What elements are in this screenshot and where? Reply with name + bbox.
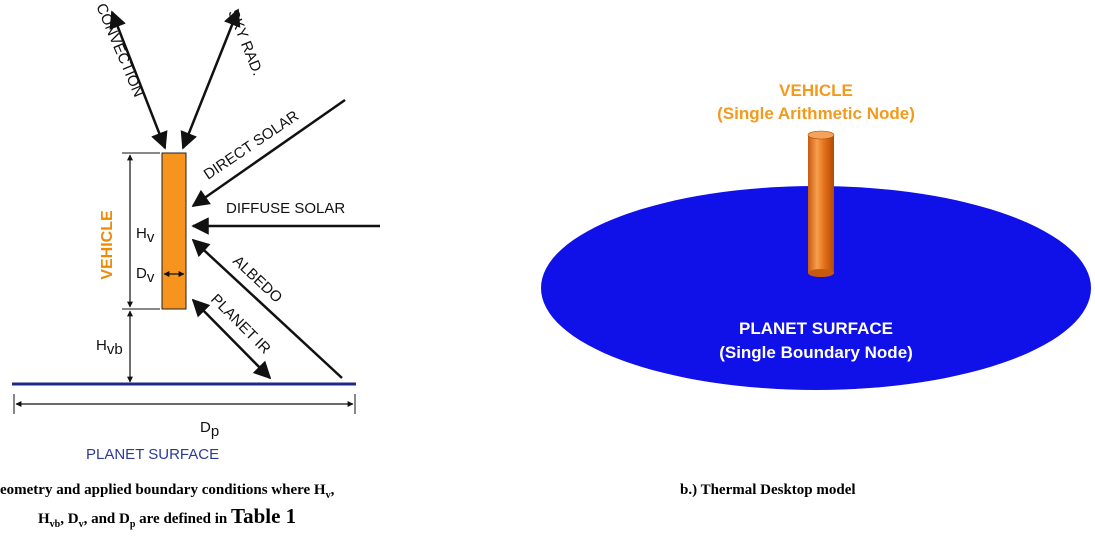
model-vehicle-subtitle: (Single Arithmetic Node) xyxy=(717,104,915,123)
convection-label: CONVECTION xyxy=(92,1,147,100)
planet-surface-disc xyxy=(541,186,1091,390)
hv-label: Hv xyxy=(136,225,155,246)
sky-rad-label: SKY RAD. xyxy=(224,7,266,78)
sky-rad-arrow xyxy=(180,8,241,150)
direct-solar-label: DIRECT SOLAR xyxy=(201,107,302,183)
hvb-label: Hvb xyxy=(96,337,123,358)
caption-a: eometry and applied boundary conditions … xyxy=(0,480,500,535)
model-surface-title: PLANET SURFACE xyxy=(739,319,893,338)
model-surface-subtitle: (Single Boundary Node) xyxy=(719,343,913,362)
vehicle-label: VEHICLE xyxy=(99,210,116,280)
vehicle-body xyxy=(161,152,187,310)
vehicle-cylinder-bottom xyxy=(808,269,834,277)
caption-a-line1: eometry and applied boundary conditions … xyxy=(0,482,335,501)
vehicle-cylinder-top xyxy=(807,130,835,140)
model-vehicle-title: VEHICLE xyxy=(779,81,853,100)
planet-ir-arrow xyxy=(191,298,272,380)
direct-solar-arrow xyxy=(191,98,346,208)
geometry-diagram: VEHICLE Hv Dv Hvb Dp PLANET SURFACE CONV… xyxy=(12,1,380,463)
dp-label: Dp xyxy=(200,419,219,440)
vehicle-cylinder-body xyxy=(808,135,834,273)
caption-a-line2: Hvb, Dv, and Dp are defined in Table 1 xyxy=(38,504,297,531)
diffuse-solar-label: DIFFUSE SOLAR xyxy=(226,200,345,217)
convection-arrow xyxy=(109,10,168,150)
planet-surface-label: PLANET SURFACE xyxy=(86,446,219,463)
caption-b: b.) Thermal Desktop model xyxy=(680,482,856,498)
thermal-model: VEHICLE (Single Arithmetic Node) PLANET … xyxy=(541,81,1091,390)
dv-label: Dv xyxy=(136,265,155,286)
